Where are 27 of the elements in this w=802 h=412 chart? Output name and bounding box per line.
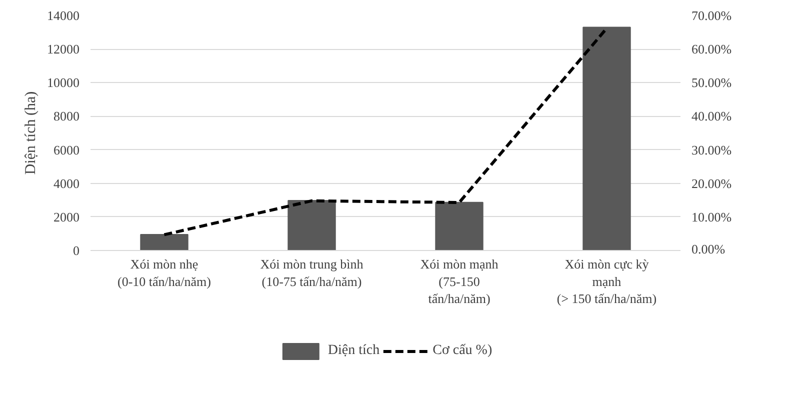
y2-tick-label: 10.00% — [692, 209, 732, 224]
x-tick-label: Xói mòn nhẹ (0-10 tấn/ha/năm) — [118, 256, 212, 289]
y-tick-label: 12000 — [47, 42, 80, 57]
x-tick-label: Xói mòn mạnh (75-150 tấn/ha/năm) — [420, 256, 499, 306]
y2-tick-label: 60.00% — [692, 42, 732, 57]
y-tick-label: 8000 — [54, 108, 80, 124]
x-tick-label: Xói mòn cực kỳ mạnh (> 150 tấn/ha/năm) — [556, 256, 657, 306]
y-tick-label: 0 — [73, 243, 80, 258]
legend-label: Diện tích — [328, 343, 380, 359]
y2-tick-label: 30.00% — [692, 142, 732, 158]
bar — [582, 26, 631, 250]
bar — [288, 200, 336, 250]
bar — [140, 234, 188, 250]
y-tick-label: 2000 — [54, 209, 80, 224]
y-tick-label: 6000 — [54, 142, 80, 158]
y-tick-label: 4000 — [54, 176, 80, 191]
y2-tick-label: 70.00% — [692, 8, 732, 23]
y2-tick-label: 50.00% — [692, 75, 732, 90]
legend-label: Cơ cấu %) — [432, 343, 492, 359]
x-tick-label: Xói mòn trung bình (10-75 tấn/ha/năm) — [260, 256, 364, 289]
bar — [435, 202, 484, 250]
y-axis-title: Diện tích (ha) — [23, 91, 39, 175]
y-tick-label: 10000 — [47, 75, 80, 90]
y2-tick-label: 40.00% — [692, 108, 732, 124]
y2-tick-label: 0.00% — [692, 242, 726, 256]
y-tick-label: 14000 — [47, 8, 80, 23]
y2-tick-label: 20.00% — [692, 176, 732, 191]
